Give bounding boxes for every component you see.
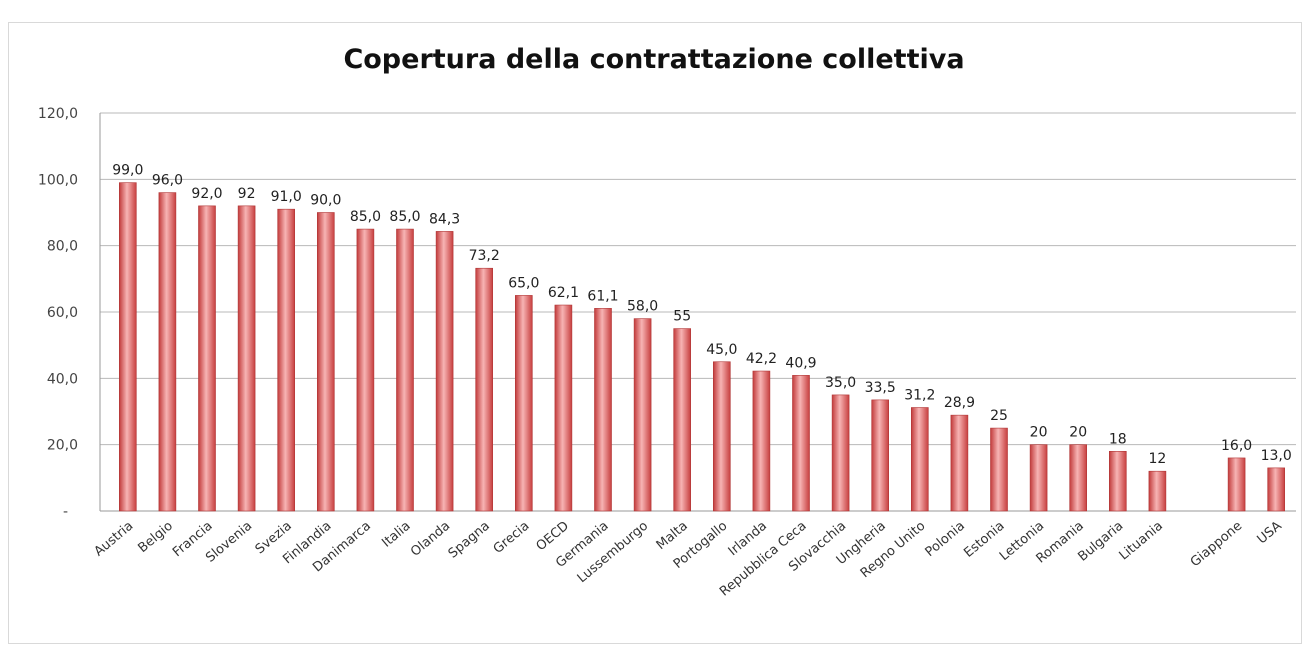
data-label: 33,5 [865, 380, 896, 396]
data-label: 85,0 [389, 209, 420, 225]
data-label: 84,3 [429, 211, 460, 227]
bar [950, 414, 969, 512]
bar [475, 267, 494, 512]
data-label: 31,2 [904, 388, 935, 404]
x-tick-label: Giappone [1188, 519, 1245, 571]
bar [554, 304, 573, 512]
bar [1109, 450, 1127, 512]
data-label: 61,1 [587, 288, 618, 304]
x-tick-label: Grecia [491, 519, 533, 557]
data-label: 45,0 [706, 342, 737, 358]
x-tick-label: Belgio [135, 519, 176, 556]
y-tick-label: 60,0 [47, 305, 78, 321]
data-label: 65,0 [508, 275, 539, 291]
bar [277, 208, 296, 512]
data-label: 12 [1148, 451, 1166, 467]
bar [792, 375, 810, 512]
x-tick-label: USA [1255, 519, 1285, 548]
data-label: 96,0 [152, 173, 183, 189]
bar [594, 308, 612, 512]
y-tick-label: 120,0 [38, 106, 78, 122]
data-label: 91,0 [271, 189, 302, 205]
data-label: 58,0 [627, 299, 658, 315]
data-label: 13,0 [1261, 448, 1292, 464]
x-tick-label: Austria [92, 519, 137, 560]
bar [712, 361, 731, 512]
data-label: 40,9 [785, 355, 816, 371]
bar [237, 205, 256, 512]
y-tick-label: 80,0 [47, 239, 78, 255]
data-label: 16,0 [1221, 438, 1252, 454]
data-label: 85,0 [350, 209, 381, 225]
bar [1148, 470, 1167, 512]
bar [1069, 444, 1087, 512]
bar [990, 427, 1008, 512]
y-tick-label: 40,0 [47, 371, 78, 387]
bar [871, 399, 890, 512]
data-label: 18 [1109, 431, 1127, 447]
x-tick-label: Lussemburgo [575, 519, 652, 587]
data-label: 42,2 [746, 351, 777, 367]
data-label: 20 [1030, 425, 1048, 441]
data-label: 92 [238, 186, 256, 202]
chart-title: Copertura della contrattazione collettiv… [343, 44, 965, 75]
bar [316, 212, 335, 512]
data-label: 28,9 [944, 395, 975, 411]
bar [356, 228, 375, 512]
data-label: 99,0 [112, 163, 143, 179]
bar [752, 370, 771, 512]
bar [1029, 444, 1048, 512]
bar [198, 205, 216, 512]
data-label: 20 [1069, 425, 1087, 441]
bar [158, 192, 177, 512]
data-label: 55 [673, 309, 691, 325]
data-label: 35,0 [825, 375, 856, 391]
y-tick-label: 20,0 [47, 438, 78, 454]
bar [673, 328, 692, 512]
bar [435, 231, 454, 512]
x-tick-label: Bulgaria [1075, 519, 1126, 565]
chart-frame [8, 22, 1302, 644]
bar [1227, 457, 1246, 512]
data-label: 92,0 [191, 186, 222, 202]
bar [396, 228, 414, 512]
bar [633, 318, 652, 512]
data-label: 90,0 [310, 193, 341, 209]
x-tick-label: Lituania [1117, 519, 1166, 564]
x-tick-label: Olanda [408, 519, 453, 560]
y-tick-label: - [63, 504, 68, 520]
bar [910, 407, 929, 512]
data-label: 73,2 [469, 248, 500, 264]
bar [1267, 467, 1285, 512]
y-tick-label: 100,0 [38, 172, 78, 188]
x-tick-label: Spagna [446, 519, 493, 562]
bar [831, 394, 850, 512]
bar [119, 182, 137, 512]
x-tick-label: Polonia [923, 519, 968, 561]
x-tick-label: Italia [379, 519, 413, 551]
data-label: 62,1 [548, 285, 579, 301]
bar [514, 295, 533, 512]
data-label: 25 [990, 408, 1008, 424]
